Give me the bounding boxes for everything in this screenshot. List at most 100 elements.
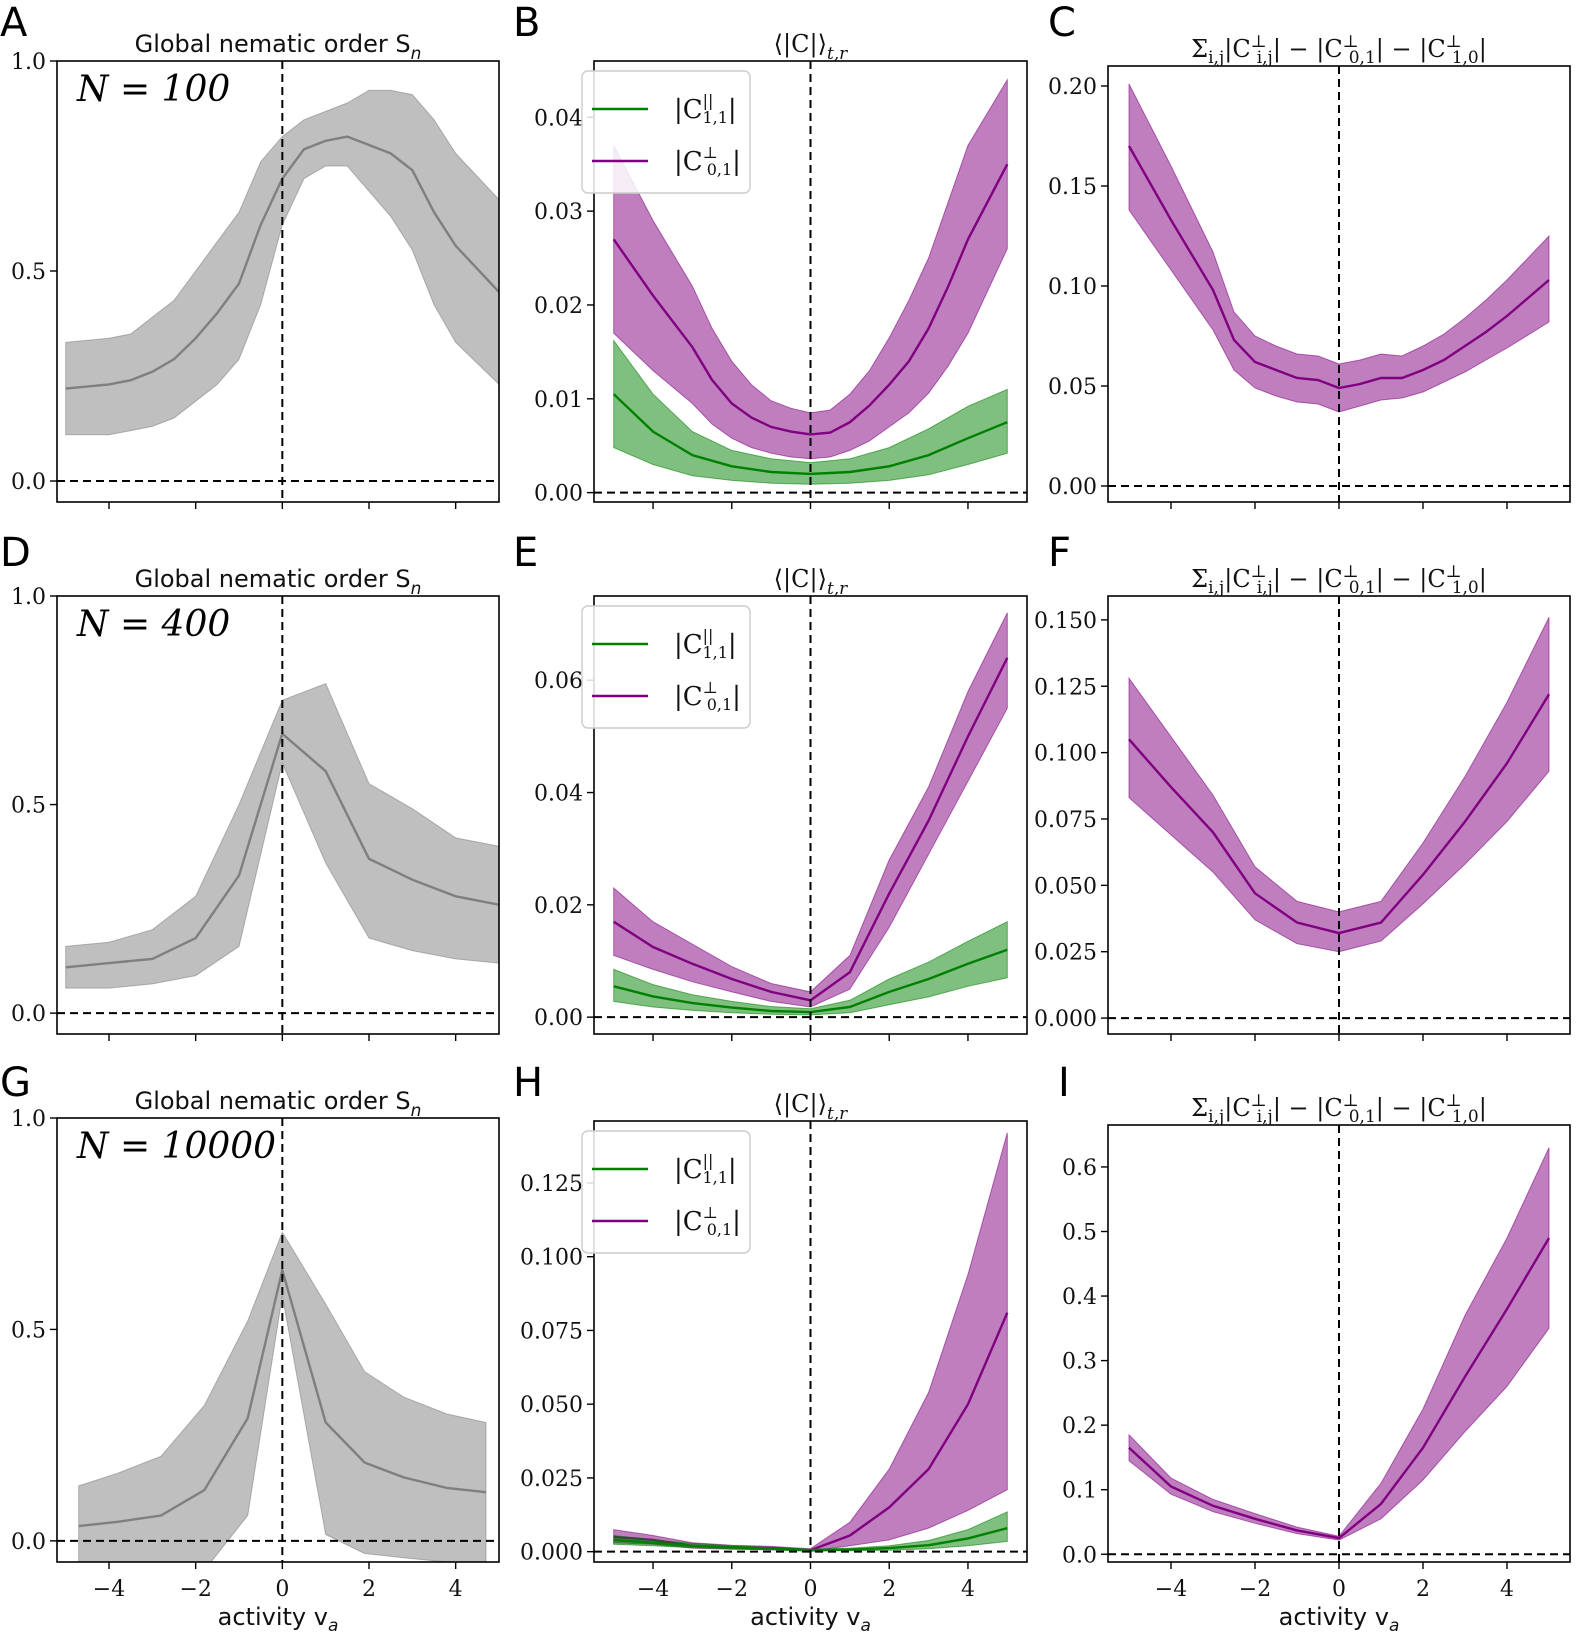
x-tick-label: 0: [275, 1577, 289, 1602]
panel-title: Global nematic order Sn: [135, 1087, 422, 1121]
y-tick-label: 0.04: [534, 782, 583, 807]
x-tick-label: 4: [961, 1577, 975, 1602]
panel-b: 0.00 0.01 0.02 0.03 0.04 B ⟨|C|⟩t,r |C|| 1,1| |C⊥…: [513, 0, 1028, 509]
y-tick-label: 0.075: [520, 1319, 583, 1344]
mean-line-0: [78, 1265, 487, 1528]
panel-title: Σi,j|C⊥ i,j| − |C⊥ 0,1| − |C⊥ 1,0|: [1191, 562, 1487, 598]
panel-title: ⟨|C|⟩t,r: [774, 565, 849, 599]
legend-label: |C⊥ 0,1|: [674, 1203, 741, 1239]
x-axis-label: activity va: [750, 1603, 871, 1635]
x-tick-label: 0: [804, 1577, 818, 1602]
confidence-band-0: [613, 612, 1008, 1008]
mean-line-1: [612, 393, 1008, 476]
plot-area: [1108, 596, 1570, 1034]
y-tick-label: 0.6: [1062, 1156, 1097, 1181]
sample-size-annotation: N = 10000: [76, 1126, 276, 1167]
panel-label: F: [1048, 530, 1071, 576]
panel-g: 0.0 0.5 1.0 −4 −2 0 2 4 G Global nematic order Sn…: [0, 1060, 500, 1635]
y-tick-label: 0.0: [11, 1002, 46, 1027]
confidence-band-1: [613, 920, 1008, 1016]
axes-frame: [56, 60, 500, 503]
legend-label: |C⊥ 0,1|: [674, 143, 741, 179]
x-tick-label: −4: [93, 1577, 125, 1602]
y-tick-label: 0.15: [1048, 175, 1097, 200]
y-tick-label: 0.03: [534, 200, 583, 225]
legend-label: |C|| 1,1|: [674, 626, 737, 662]
panel-h: 0.000 0.025 0.050 0.075 0.100 0.125 −4 −2 0 2 4 H ⟨|…: [513, 1060, 1028, 1635]
y-tick-label: 0.2: [1062, 1414, 1097, 1439]
confidence-band-1: [613, 1511, 1008, 1552]
plot-area: [57, 596, 499, 1034]
legend-label: |C|| 1,1|: [674, 91, 737, 127]
panel-d: 0.0 0.5 1.0 D Global nematic order Sn N = 400: [0, 530, 500, 1041]
confidence-band-1: [613, 339, 1008, 485]
confidence-band-0: [1128, 616, 1550, 953]
y-tick-label: 0.20: [1048, 75, 1097, 100]
y-tick-label: 0.04: [534, 106, 583, 131]
y-tick-label: 0.075: [1034, 808, 1097, 833]
y-tick-label: 0.000: [1034, 1007, 1097, 1032]
x-axis-label: activity va: [1279, 1603, 1400, 1635]
x-tick-label: −2: [1239, 1577, 1271, 1602]
panel-title: Global nematic order Sn: [135, 30, 422, 64]
y-tick-label: 1.0: [11, 1107, 46, 1132]
y-tick-label: 0.4: [1062, 1285, 1097, 1310]
plot-area: [57, 1118, 499, 1562]
panel-c: 0.00 0.05 0.10 0.15 0.20 C Σi,j|C⊥ i,j| − |C⊥ 0,…: [1048, 0, 1571, 509]
y-tick-label: 0.0: [11, 1530, 46, 1555]
y-tick-label: 0.05: [1048, 375, 1097, 400]
plot-area: [1108, 1125, 1570, 1562]
legend-box: [581, 605, 751, 729]
y-tick-label: 0.025: [1034, 941, 1097, 966]
y-tick-label: 0.5: [1062, 1221, 1097, 1246]
sample-size-annotation: N = 400: [76, 604, 230, 645]
y-tick-label: 0.5: [11, 260, 46, 285]
y-tick-label: 0.00: [534, 482, 583, 507]
y-tick-label: 0.10: [1048, 275, 1097, 300]
legend-label: |C|| 1,1|: [674, 1151, 737, 1187]
legend-box: [581, 70, 751, 194]
panel-title: ⟨|C|⟩t,r: [774, 1090, 849, 1124]
confidence-band-0: [65, 682, 499, 989]
y-tick-label: 0.050: [520, 1393, 583, 1418]
panel-e: 0.00 0.02 0.04 0.06 E ⟨|C|⟩t,r |C|| 1,1| |C⊥ 0,1|: [513, 530, 1028, 1041]
panel-title: ⟨|C|⟩t,r: [774, 30, 849, 64]
y-tick-label: 0.050: [1034, 874, 1097, 899]
x-tick-label: 2: [1416, 1577, 1430, 1602]
axes-frame: [56, 1117, 500, 1563]
panel-title: Global nematic order Sn: [135, 565, 422, 599]
confidence-band-0: [65, 89, 499, 436]
plot-area: [594, 61, 1027, 502]
confidence-band-0: [1128, 83, 1550, 413]
y-tick-label: 0.5: [11, 794, 46, 819]
y-tick-label: 0.02: [534, 894, 583, 919]
y-tick-label: 0.00: [1048, 475, 1097, 500]
panel-label: G: [0, 1060, 31, 1106]
mean-line-0: [1128, 1237, 1551, 1540]
mean-line-0: [1128, 693, 1551, 935]
x-tick-label: 2: [882, 1577, 896, 1602]
y-tick-label: 0.02: [534, 294, 583, 319]
legend-box: [581, 1130, 751, 1254]
confidence-band-0: [1128, 1147, 1550, 1541]
mean-line-0: [612, 163, 1009, 436]
panel-title: Σi,j|C⊥ i,j| − |C⊥ 0,1| − |C⊥ 1,0|: [1191, 1091, 1487, 1127]
x-tick-label: −4: [1155, 1577, 1187, 1602]
x-axis-label: activity va: [218, 1603, 339, 1635]
x-tick-label: −2: [716, 1577, 748, 1602]
x-tick-label: −2: [179, 1577, 211, 1602]
panel-label: B: [513, 0, 540, 46]
panel-label: C: [1048, 0, 1076, 46]
y-tick-label: 0.025: [520, 1467, 583, 1492]
panel-label: D: [0, 530, 31, 576]
plot-area: [1108, 66, 1570, 502]
panel-label: I: [1058, 1060, 1070, 1106]
axes-frame: [56, 595, 500, 1035]
y-tick-label: 0.100: [520, 1246, 583, 1271]
y-tick-label: 0.3: [1062, 1350, 1097, 1375]
y-tick-label: 0.125: [520, 1172, 583, 1197]
y-tick-label: 1.0: [11, 585, 46, 610]
x-tick-label: 0: [1332, 1577, 1346, 1602]
y-tick-label: 0.125: [1034, 675, 1097, 700]
